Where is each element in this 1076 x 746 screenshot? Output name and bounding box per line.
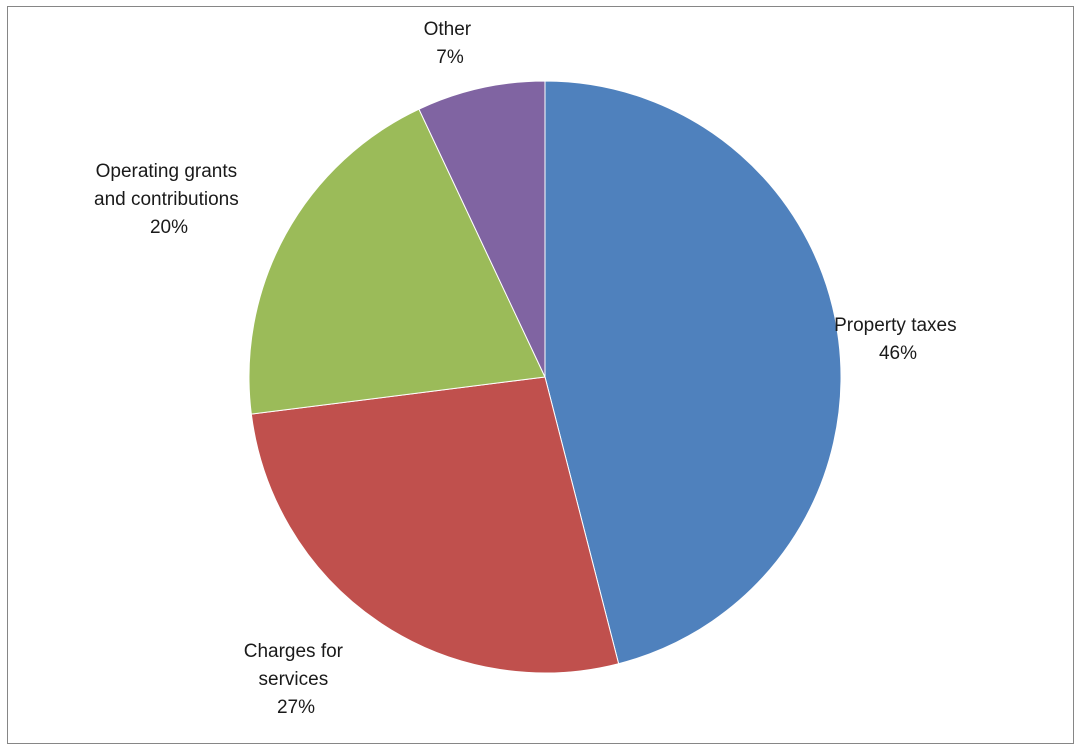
- pie-slice-operating-grants-and-contributions: [248, 108, 546, 415]
- label-operating-line1: Operating grants: [96, 161, 238, 182]
- label-operating-grants: Operating grants and contributions 20%: [94, 161, 244, 238]
- label-charges-line1: Charges for: [244, 641, 344, 662]
- pie-slice-charges-for-services: [250, 376, 620, 674]
- label-charges-for-services: Charges for services 27%: [244, 641, 349, 718]
- label-other: Other 7%: [424, 19, 477, 68]
- label-charges-line2: services: [259, 669, 329, 690]
- label-operating-pct: 20%: [150, 217, 188, 238]
- label-property-taxes-name: Property taxes: [834, 315, 957, 336]
- label-charges-pct: 27%: [277, 697, 315, 718]
- label-operating-line2: and contributions: [94, 189, 239, 210]
- label-property-taxes: Property taxes 46%: [834, 315, 962, 364]
- label-other-name: Other: [424, 19, 472, 40]
- label-other-pct: 7%: [436, 47, 464, 68]
- pie-slice-property-taxes: [544, 80, 842, 665]
- label-property-taxes-pct: 46%: [879, 343, 917, 364]
- pie-slice-other: [418, 80, 546, 378]
- pie-slices: [248, 80, 842, 674]
